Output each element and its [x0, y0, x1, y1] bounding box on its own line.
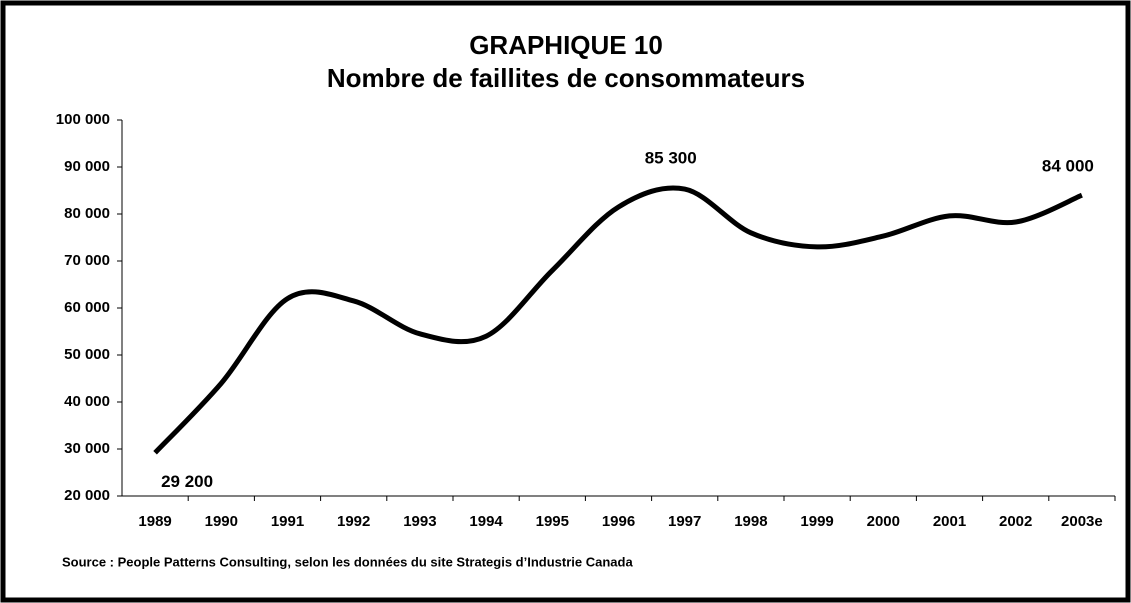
- chart-subtitle: Nombre de faillites de consommateurs: [327, 63, 805, 93]
- data-label: 85 300: [645, 149, 697, 168]
- x-tick-label: 1992: [337, 513, 370, 530]
- x-tick-label: 1990: [205, 513, 238, 530]
- y-tick-label: 20 000: [64, 487, 110, 504]
- data-line: [153, 185, 1083, 455]
- x-tick-label: 2003e: [1061, 513, 1103, 530]
- x-tick-label: 1993: [403, 513, 436, 530]
- x-tick-label: 1996: [602, 513, 635, 530]
- x-tick-label: 1989: [138, 513, 171, 530]
- x-tick-label: 1998: [734, 513, 767, 530]
- x-tick-label: 1999: [800, 513, 833, 530]
- chart-title: GRAPHIQUE 10: [469, 30, 663, 60]
- source-note: Source : People Patterns Consulting, sel…: [62, 554, 633, 569]
- data-label: 84 000: [1042, 157, 1094, 176]
- x-tick-label: 1994: [469, 513, 503, 530]
- y-tick-label: 30 000: [64, 440, 110, 457]
- x-tick-label: 2002: [999, 513, 1032, 530]
- x-tick-label: 1991: [271, 513, 304, 530]
- x-tick-label: 1997: [668, 513, 701, 530]
- y-tick-label: 80 000: [64, 205, 110, 222]
- y-tick-label: 70 000: [64, 252, 110, 269]
- y-tick-label: 40 000: [64, 393, 110, 410]
- y-tick-label: 100 000: [56, 111, 110, 128]
- y-tick-label: 90 000: [64, 158, 110, 175]
- x-tick-label: 2000: [867, 513, 900, 530]
- y-tick-label: 50 000: [64, 346, 110, 363]
- x-tick-label: 2001: [933, 513, 966, 530]
- data-label: 29 200: [161, 472, 213, 491]
- y-tick-label: 60 000: [64, 299, 110, 316]
- x-tick-label: 1995: [536, 513, 569, 530]
